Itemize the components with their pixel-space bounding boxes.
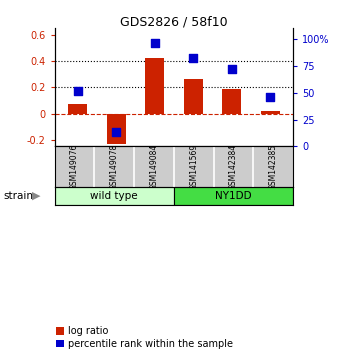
Bar [261, 111, 280, 114]
Point [190, 56, 196, 61]
Point [229, 66, 234, 72]
Title: GDS2826 / 58f10: GDS2826 / 58f10 [120, 15, 228, 28]
Bar [106, 114, 126, 144]
Text: GSM149076: GSM149076 [70, 143, 79, 190]
Text: GSM149084: GSM149084 [149, 143, 159, 190]
Text: strain: strain [3, 191, 33, 201]
Bar [222, 88, 241, 114]
Text: NY1DD: NY1DD [215, 191, 252, 201]
Text: ▶: ▶ [32, 191, 40, 201]
Text: GSM142385: GSM142385 [269, 143, 278, 190]
Bar [145, 58, 164, 114]
Text: GSM149078: GSM149078 [110, 143, 119, 190]
Text: GSM142384: GSM142384 [229, 143, 238, 190]
Legend: log ratio, percentile rank within the sample: log ratio, percentile rank within the sa… [56, 326, 233, 349]
Bar [174, 187, 293, 205]
Bar [68, 104, 87, 114]
Point [114, 130, 119, 135]
Text: GSM141569: GSM141569 [189, 143, 198, 190]
Bar [55, 187, 174, 205]
Point [75, 88, 80, 93]
Point [152, 40, 158, 46]
Text: wild type: wild type [90, 191, 138, 201]
Bar [183, 79, 203, 114]
Point [267, 94, 273, 100]
